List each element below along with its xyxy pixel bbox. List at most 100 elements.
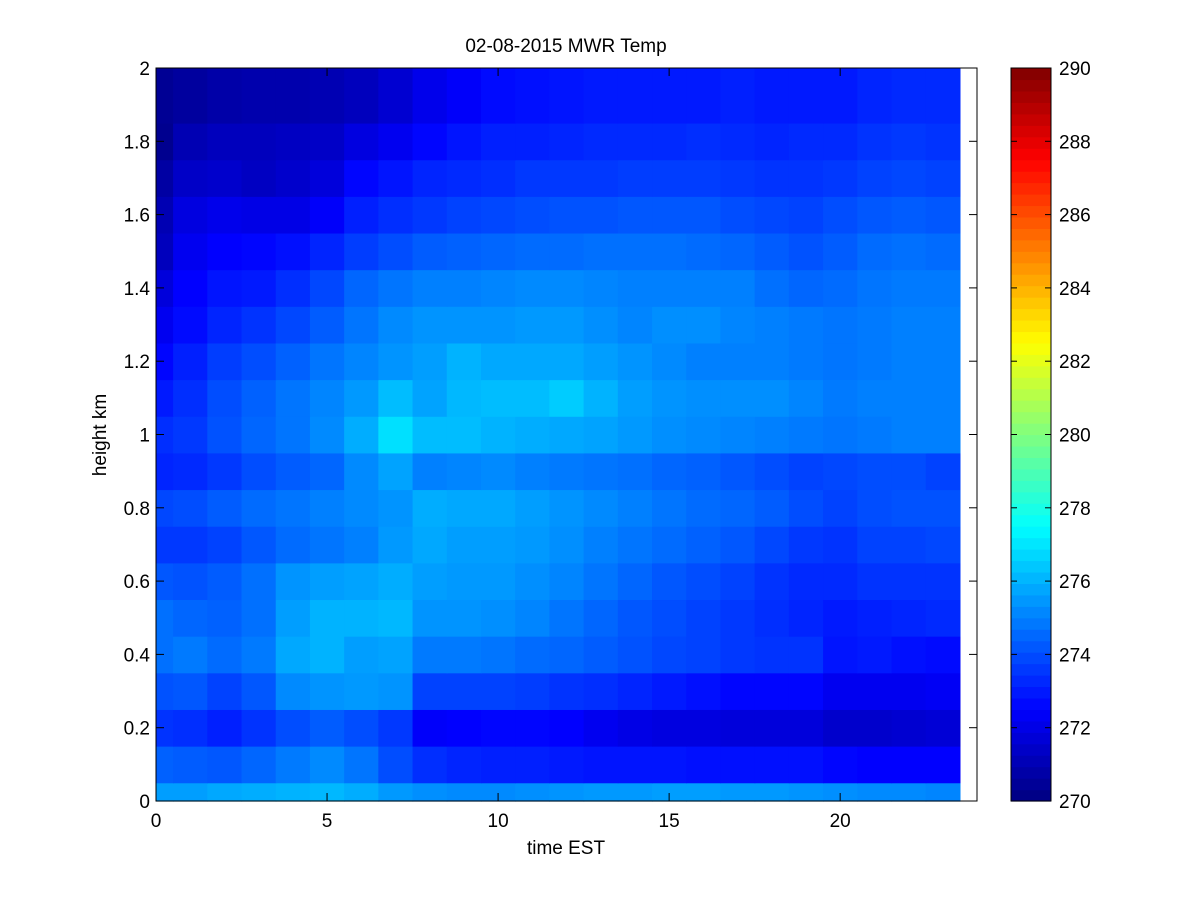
heatmap-cell bbox=[480, 342, 516, 381]
heatmap-cell bbox=[549, 636, 585, 674]
heatmap-cell bbox=[549, 672, 585, 710]
colorbar-segment bbox=[1011, 617, 1051, 630]
colorbar-tick-label: 276 bbox=[1059, 572, 1091, 593]
heatmap-cell bbox=[446, 526, 482, 564]
heatmap-cell bbox=[207, 452, 243, 491]
heatmap-cell bbox=[788, 416, 824, 454]
colorbar-segment bbox=[1011, 514, 1051, 527]
heatmap-cell bbox=[241, 562, 277, 601]
heatmap-cell bbox=[686, 526, 722, 564]
heatmap-cell bbox=[857, 782, 893, 802]
heatmap-cell bbox=[754, 342, 790, 381]
heatmap-cell bbox=[720, 232, 756, 271]
heatmap-cell bbox=[207, 342, 243, 381]
heatmap-cell bbox=[652, 489, 687, 527]
heatmap-cell bbox=[788, 122, 824, 161]
heatmap-cell bbox=[446, 122, 482, 161]
heatmap-cell bbox=[275, 269, 311, 307]
heatmap-cell bbox=[823, 746, 858, 784]
heatmap-cell bbox=[857, 196, 893, 234]
colorbar-segment bbox=[1011, 159, 1051, 172]
heatmap-cell bbox=[583, 489, 619, 527]
heatmap-cell bbox=[788, 746, 824, 784]
heatmap-cell bbox=[857, 306, 893, 344]
heatmap-cell bbox=[617, 232, 653, 271]
heatmap-cell bbox=[686, 489, 722, 527]
heatmap-cell bbox=[754, 306, 790, 344]
x-axis: 0 5 10 15 20 bbox=[151, 68, 851, 832]
heatmap-cell bbox=[309, 306, 345, 344]
heatmap-cell bbox=[480, 672, 516, 710]
heatmap-cell bbox=[720, 599, 756, 637]
colorbar-segment bbox=[1011, 319, 1051, 333]
heatmap-cell bbox=[309, 196, 345, 234]
heatmap-cell bbox=[515, 746, 550, 784]
heatmap-cell bbox=[754, 672, 790, 710]
heatmap-cell bbox=[788, 709, 824, 747]
heatmap-cell bbox=[754, 599, 790, 637]
heatmap-cell bbox=[309, 452, 345, 491]
heatmap-cell bbox=[446, 672, 482, 710]
y-tick-label: 1.6 bbox=[124, 206, 150, 227]
heatmap-cell bbox=[275, 746, 311, 784]
heatmap-cell bbox=[378, 306, 414, 344]
heatmap-cell bbox=[241, 379, 277, 417]
heatmap-cell bbox=[652, 452, 687, 491]
heatmap-cell bbox=[156, 159, 174, 197]
heatmap-cell bbox=[583, 782, 619, 802]
y-tick-label: 0 bbox=[139, 792, 150, 813]
heatmap-cell bbox=[686, 452, 722, 491]
colorbar-tick-label: 278 bbox=[1059, 499, 1091, 520]
heatmap-cell bbox=[275, 68, 311, 124]
heatmap-cell bbox=[344, 599, 379, 637]
heatmap-cell bbox=[173, 416, 208, 454]
heatmap-cell bbox=[925, 599, 961, 637]
heatmap-cell bbox=[823, 196, 858, 234]
heatmap-cell bbox=[583, 746, 619, 784]
heatmap-cell bbox=[857, 68, 893, 124]
heatmap-cell bbox=[480, 746, 516, 784]
heatmap-cell bbox=[583, 636, 619, 674]
colorbar-tick-label: 280 bbox=[1059, 426, 1091, 447]
heatmap-cell bbox=[583, 306, 619, 344]
heatmap-cell bbox=[344, 782, 379, 802]
heatmap-cell bbox=[652, 746, 687, 784]
heatmap-cell bbox=[241, 232, 277, 271]
heatmap-cell bbox=[583, 269, 619, 307]
heatmap-cell bbox=[173, 68, 208, 124]
heatmap-cell bbox=[275, 709, 311, 747]
heatmap-cell bbox=[788, 599, 824, 637]
heatmap-cell bbox=[754, 68, 790, 124]
heatmap-cell bbox=[378, 196, 414, 234]
colorbar-segment bbox=[1011, 652, 1051, 665]
heatmap-cell bbox=[652, 636, 687, 674]
heatmap-cell bbox=[788, 379, 824, 417]
colorbar-tick-label: 288 bbox=[1059, 132, 1091, 153]
colorbar-segment bbox=[1011, 526, 1051, 539]
heatmap-cell bbox=[857, 269, 893, 307]
heatmap-cell bbox=[173, 306, 208, 344]
heatmap-cell bbox=[617, 636, 653, 674]
heatmap-cell bbox=[617, 452, 653, 491]
heatmap-cell bbox=[446, 562, 482, 601]
y-tick-label: 0.6 bbox=[124, 572, 150, 593]
colorbar-segment bbox=[1011, 331, 1051, 344]
heatmap-cell bbox=[207, 782, 243, 802]
heatmap-cell bbox=[754, 452, 790, 491]
heatmap-cell bbox=[583, 562, 619, 601]
colorbar-segment bbox=[1011, 732, 1051, 745]
heatmap-cell bbox=[344, 746, 379, 784]
heatmap-cell bbox=[309, 232, 345, 271]
colorbar-tick-label: 290 bbox=[1059, 59, 1091, 80]
heatmap-cell bbox=[891, 636, 927, 674]
heatmap-cell bbox=[241, 782, 277, 802]
heatmap-cell bbox=[412, 416, 448, 454]
heatmap-cell bbox=[309, 709, 345, 747]
y-tick-label: 1 bbox=[139, 426, 150, 447]
heatmap-cell bbox=[617, 269, 653, 307]
heatmap-cell bbox=[925, 196, 961, 234]
heatmap-cell bbox=[446, 159, 482, 197]
heatmap-cell bbox=[652, 782, 687, 802]
heatmap-cell bbox=[480, 599, 516, 637]
heatmap-cell bbox=[378, 672, 414, 710]
